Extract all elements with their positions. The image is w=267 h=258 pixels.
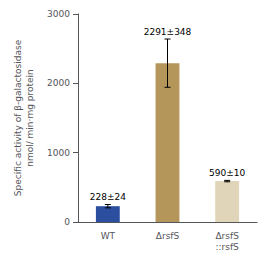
svg-text:::rsfS: ::rsfS [215,242,239,252]
svg-text:Specific activity of β-galacto: Specific activity of β-galactosidase [13,39,23,196]
svg-text:3000: 3000 [47,9,70,19]
svg-text:228±24: 228±24 [90,192,126,202]
svg-text:ΔrsfS: ΔrsfS [215,231,239,241]
svg-text:WT: WT [101,231,116,241]
svg-text:ΔrsfS: ΔrsfS [156,231,180,241]
svg-text:0: 0 [64,217,70,227]
svg-text:1000: 1000 [47,148,70,158]
svg-text:2291±348: 2291±348 [144,27,192,37]
svg-text:nmol/ min·mg protein: nmol/ min·mg protein [25,69,35,167]
svg-text:590±10: 590±10 [209,168,245,178]
svg-text:2000: 2000 [47,78,70,88]
